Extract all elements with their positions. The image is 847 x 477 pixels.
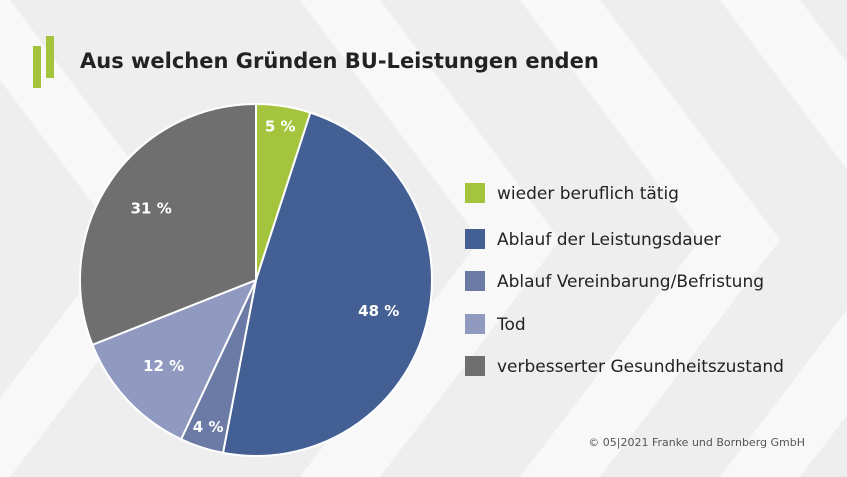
logo-bar <box>46 36 54 78</box>
data-label: 31 % <box>131 199 172 217</box>
legend-label: verbesserter Gesundheitszustand <box>497 357 784 377</box>
data-label: 48 % <box>358 302 399 320</box>
pie-slice <box>91 278 258 441</box>
legend-swatch <box>465 356 485 376</box>
legend-label: wieder beruflich tätig <box>497 184 679 204</box>
legend-label: Ablauf Vereinbarung/Befristung <box>497 272 764 292</box>
source: © 05|2021 Franke und Bornberg GmbH <box>588 436 805 449</box>
legend-swatch <box>465 314 485 334</box>
data-label: 12 % <box>143 357 184 375</box>
legend-label: Ablauf der Leistungsdauer <box>497 230 721 250</box>
pie-slice <box>79 102 257 347</box>
data-label: 5 % <box>265 118 296 136</box>
logo-bar <box>33 46 41 88</box>
chart-title: Aus welchen Gründen BU-Leistungen enden <box>80 49 599 73</box>
pie-slice <box>221 111 433 457</box>
legend-swatch <box>465 271 485 291</box>
legend-swatch <box>465 229 485 249</box>
data-label: 4 % <box>193 418 224 436</box>
legend-swatch <box>465 183 485 203</box>
legend-label: Tod <box>496 315 526 335</box>
